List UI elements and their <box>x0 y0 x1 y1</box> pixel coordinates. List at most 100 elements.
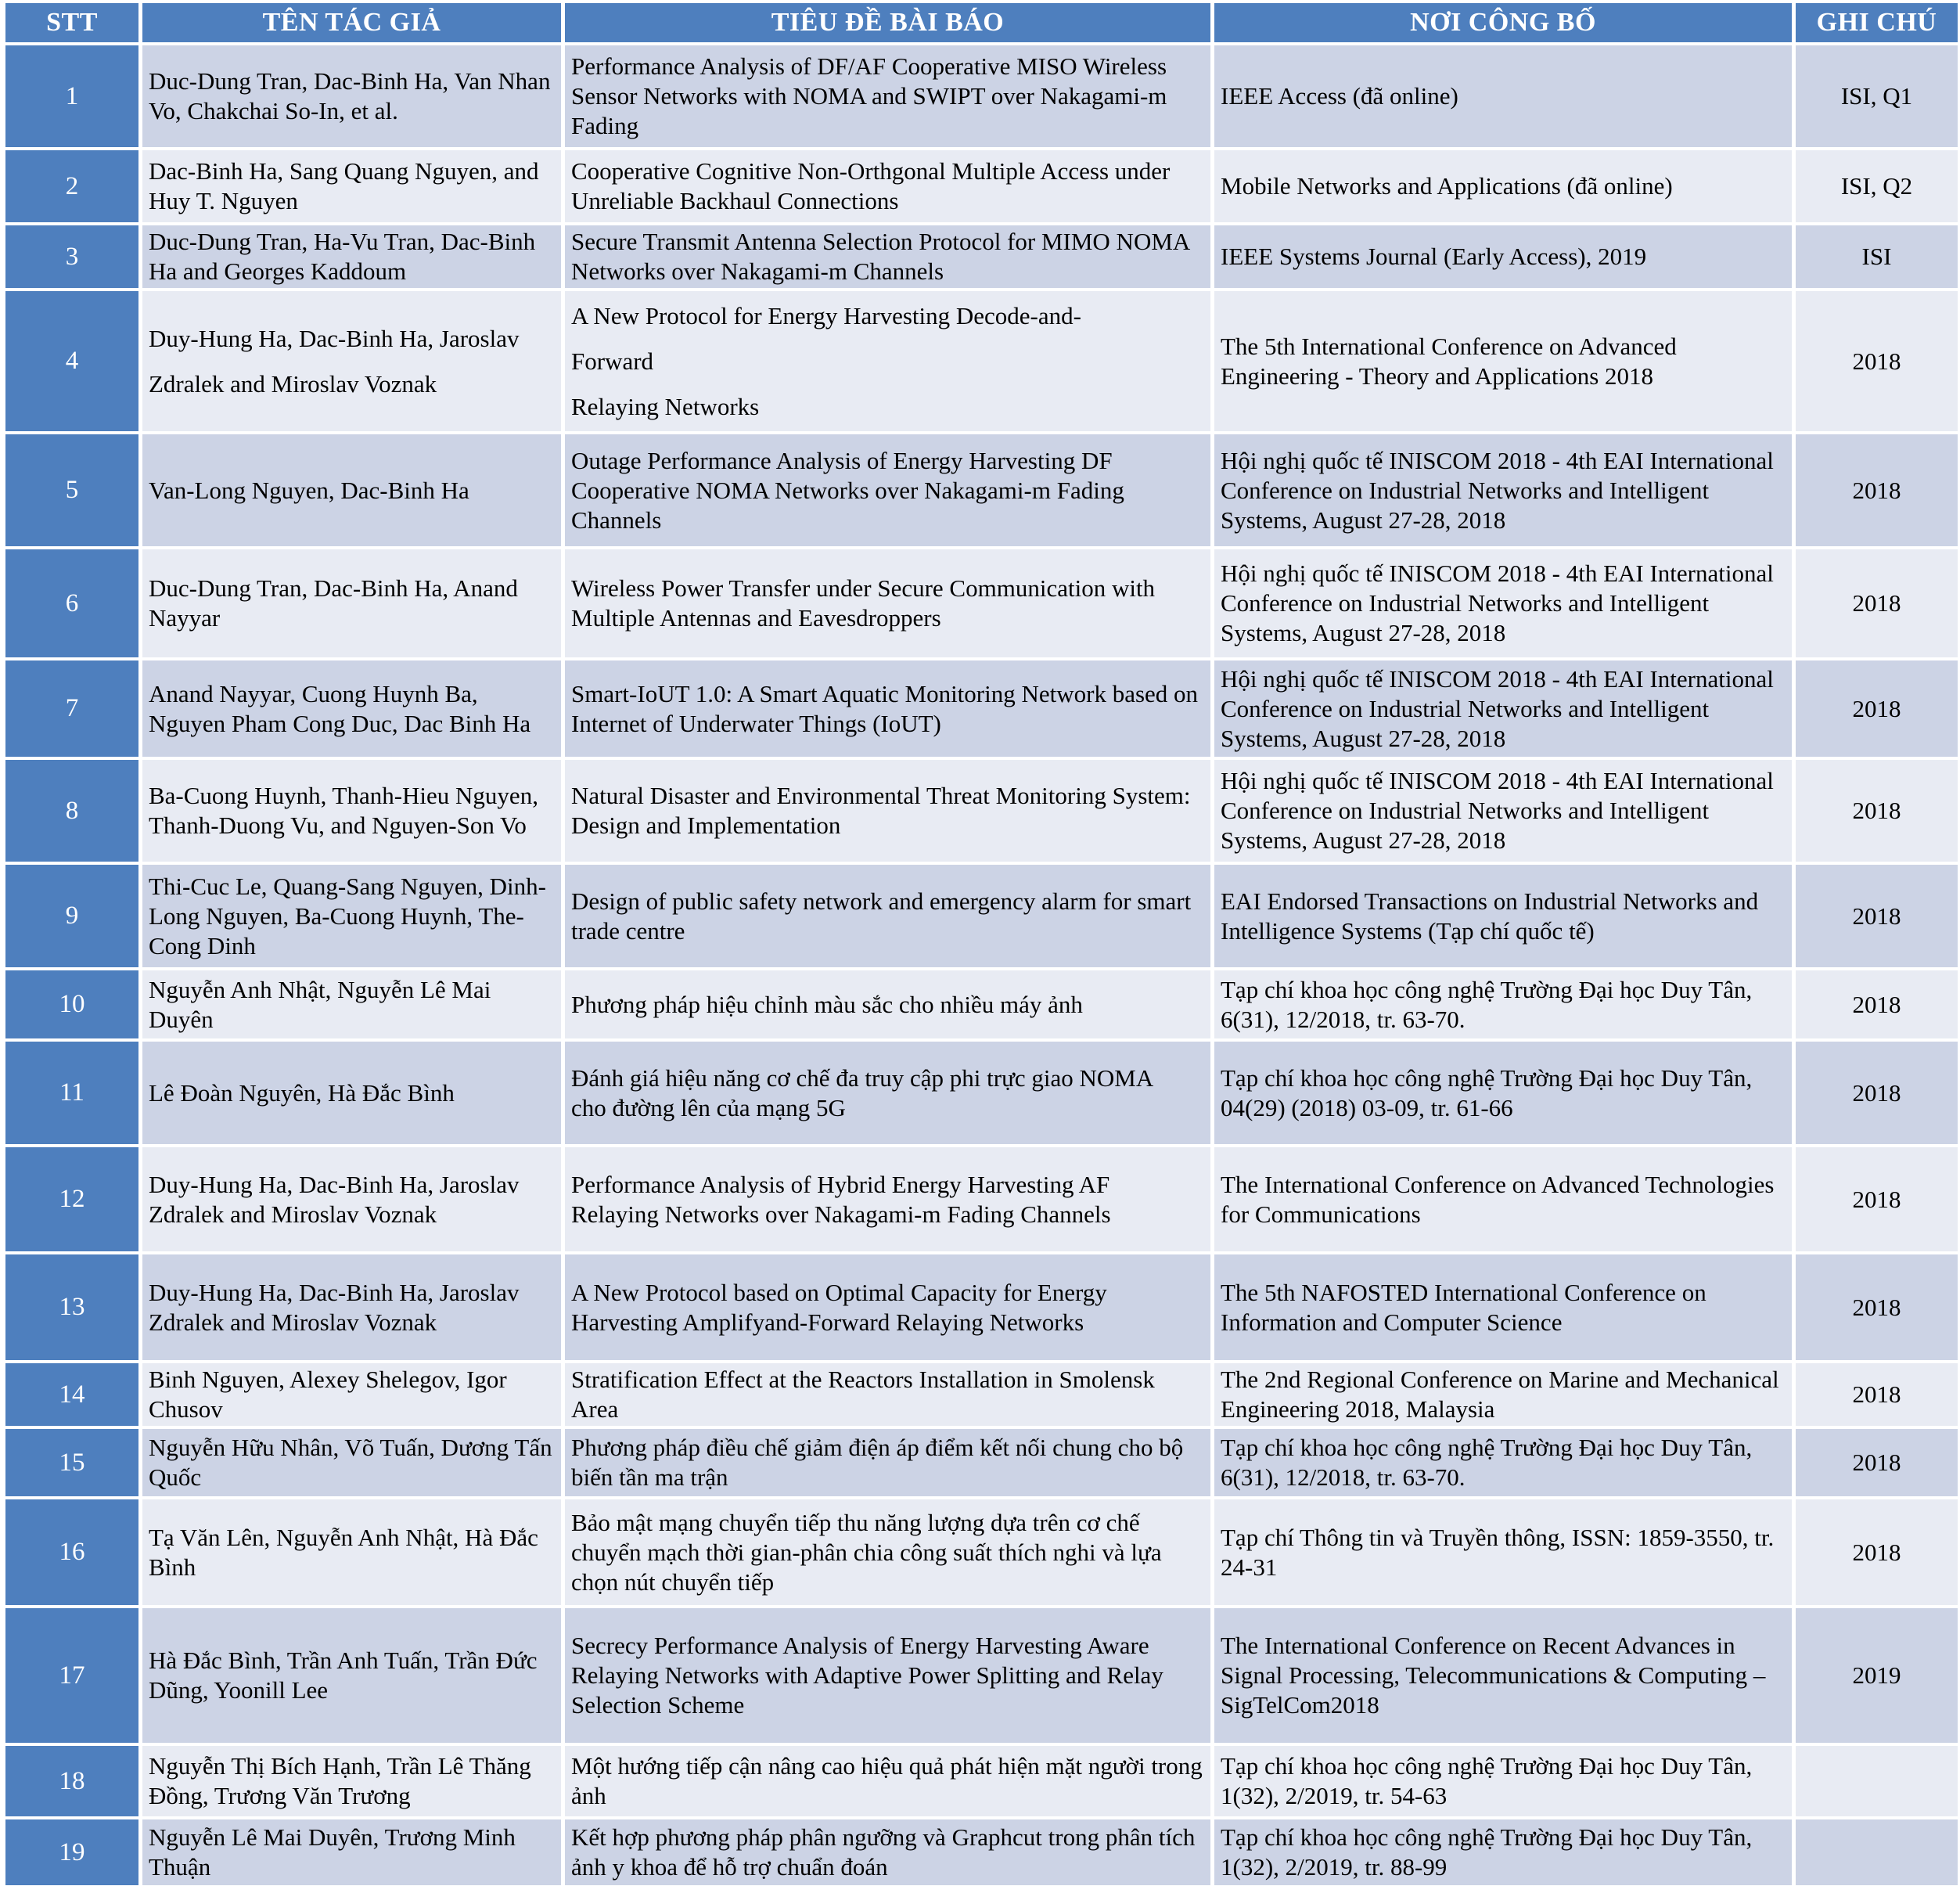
authors-cell: Dac-Binh Ha, Sang Quang Nguyen, and Huy … <box>142 150 561 222</box>
venue-cell: Tạp chí khoa học công nghệ Trường Đại họ… <box>1214 1746 1792 1816</box>
stt-cell: 11 <box>5 1042 138 1144</box>
stt-cell: 15 <box>5 1429 138 1496</box>
stt-cell: 9 <box>5 865 138 967</box>
title-cell: Secure Transmit Antenna Selection Protoc… <box>565 225 1210 288</box>
venue-cell: Hội nghị quốc tế INISCOM 2018 - 4th EAI … <box>1214 760 1792 862</box>
title-cell: Một hướng tiếp cận nâng cao hiệu quả phá… <box>565 1746 1210 1816</box>
authors-cell: Nguyễn Hữu Nhân, Võ Tuấn, Dương Tấn Quốc <box>142 1429 561 1496</box>
venue-cell: The International Conference on Recent A… <box>1214 1608 1792 1743</box>
title-cell: Performance Analysis of DF/AF Cooperativ… <box>565 45 1210 147</box>
note-cell: 2019 <box>1796 1608 1958 1743</box>
title-cell: Stratification Effect at the Reactors In… <box>565 1363 1210 1426</box>
table-row: 3 Duc-Dung Tran, Ha-Vu Tran, Dac-Binh Ha … <box>5 225 1958 288</box>
note-cell: 2018 <box>1796 660 1958 757</box>
stt-cell: 14 <box>5 1363 138 1426</box>
authors-cell: Nguyễn Lê Mai Duyên, Trương Minh Thuận <box>142 1819 561 1885</box>
title-cell: Secrecy Performance Analysis of Energy H… <box>565 1608 1210 1743</box>
note-cell: ISI, Q2 <box>1796 150 1958 222</box>
stt-cell: 10 <box>5 970 138 1038</box>
title-cell: Đánh giá hiệu năng cơ chế đa truy cập ph… <box>565 1042 1210 1144</box>
authors-cell: Duy-Hung Ha, Dac-Binh Ha, Jaroslav Zdral… <box>142 1147 561 1251</box>
stt-cell: 4 <box>5 291 138 431</box>
authors-cell: Nguyễn Anh Nhật, Nguyễn Lê Mai Duyên <box>142 970 561 1038</box>
title-cell: Bảo mật mạng chuyển tiếp thu năng lượng … <box>565 1499 1210 1605</box>
venue-cell: Tạp chí khoa học công nghệ Trường Đại họ… <box>1214 970 1792 1038</box>
note-cell: 2018 <box>1796 434 1958 546</box>
venue-cell: Hội nghị quốc tế INISCOM 2018 - 4th EAI … <box>1214 434 1792 546</box>
stt-cell: 6 <box>5 549 138 657</box>
note-cell: 2018 <box>1796 865 1958 967</box>
venue-cell: Hội nghị quốc tế INISCOM 2018 - 4th EAI … <box>1214 660 1792 757</box>
note-cell: 2018 <box>1796 1042 1958 1144</box>
authors-cell: Tạ Văn Lên, Nguyễn Anh Nhật, Hà Đắc Bình <box>142 1499 561 1605</box>
stt-cell: 1 <box>5 45 138 147</box>
note-cell: 2018 <box>1796 1363 1958 1426</box>
table-row: 6 Duc-Dung Tran, Dac-Binh Ha, Anand Nayya… <box>5 549 1958 657</box>
authors-cell: Duc-Dung Tran, Ha-Vu Tran, Dac-Binh Ha a… <box>142 225 561 288</box>
venue-cell: Tạp chí khoa học công nghệ Trường Đại họ… <box>1214 1429 1792 1496</box>
table-row: 4 Duy-Hung Ha, Dac-Binh Ha, Jaroslav Zdra… <box>5 291 1958 431</box>
authors-cell: Lê Đoàn Nguyên, Hà Đắc Bình <box>142 1042 561 1144</box>
table-row: 17 Hà Đắc Bình, Trần Anh Tuấn, Trần Đức D… <box>5 1608 1958 1743</box>
authors-cell: Nguyễn Thị Bích Hạnh, Trần Lê Thăng Đồng… <box>142 1746 561 1816</box>
venue-cell: The 2nd Regional Conference on Marine an… <box>1214 1363 1792 1426</box>
table-row: 7 Anand Nayyar, Cuong Huynh Ba, Nguyen Ph… <box>5 660 1958 757</box>
venue-cell: IEEE Systems Journal (Early Access), 201… <box>1214 225 1792 288</box>
table-row: 12 Duy-Hung Ha, Dac-Binh Ha, Jaroslav Zdr… <box>5 1147 1958 1251</box>
venue-cell: The International Conference on Advanced… <box>1214 1147 1792 1251</box>
title-cell: Design of public safety network and emer… <box>565 865 1210 967</box>
table-row: 13 Duy-Hung Ha, Dac-Binh Ha, Jaroslav Zdr… <box>5 1254 1958 1360</box>
table-body: 1 Duc-Dung Tran, Dac-Binh Ha, Van Nhan Vo… <box>5 45 1958 1885</box>
column-header-note: GHI CHÚ <box>1796 3 1958 42</box>
table-row: 14 Binh Nguyen, Alexey Shelegov, Igor Chu… <box>5 1363 1958 1426</box>
venue-cell: Mobile Networks and Applications (đã onl… <box>1214 150 1792 222</box>
note-cell <box>1796 1746 1958 1816</box>
title-cell: Natural Disaster and Environmental Threa… <box>565 760 1210 862</box>
note-cell: 2018 <box>1796 291 1958 431</box>
authors-cell: Thi-Cuc Le, Quang-Sang Nguyen, Dinh-Long… <box>142 865 561 967</box>
authors-cell: Duc-Dung Tran, Dac-Binh Ha, Anand Nayyar <box>142 549 561 657</box>
table-row: 5 Van-Long Nguyen, Dac-Binh Ha Outage Perf… <box>5 434 1958 546</box>
title-cell: Phương pháp điều chế giảm điện áp điểm k… <box>565 1429 1210 1496</box>
note-cell: 2018 <box>1796 1147 1958 1251</box>
venue-cell: EAI Endorsed Transactions on Industrial … <box>1214 865 1792 967</box>
authors-cell: Binh Nguyen, Alexey Shelegov, Igor Chuso… <box>142 1363 561 1426</box>
note-cell: 2018 <box>1796 549 1958 657</box>
note-cell: 2018 <box>1796 970 1958 1038</box>
stt-cell: 2 <box>5 150 138 222</box>
column-header-stt: STT <box>5 3 138 42</box>
venue-cell: Tạp chí khoa học công nghệ Trường Đại họ… <box>1214 1819 1792 1885</box>
stt-cell: 17 <box>5 1608 138 1743</box>
table-row: 11 Lê Đoàn Nguyên, Hà Đắc Bình Đánh giá hi… <box>5 1042 1958 1144</box>
authors-cell: Anand Nayyar, Cuong Huynh Ba, Nguyen Pha… <box>142 660 561 757</box>
stt-cell: 3 <box>5 225 138 288</box>
stt-cell: 7 <box>5 660 138 757</box>
authors-cell: Duy-Hung Ha, Dac-Binh Ha, Jaroslav Zdral… <box>142 1254 561 1360</box>
title-cell: A New Protocol based on Optimal Capacity… <box>565 1254 1210 1360</box>
venue-cell: Tạp chí Thông tin và Truyền thông, ISSN:… <box>1214 1499 1792 1605</box>
authors-cell: Ba-Cuong Huynh, Thanh-Hieu Nguyen, Thanh… <box>142 760 561 862</box>
note-cell: ISI, Q1 <box>1796 45 1958 147</box>
table-row: 15 Nguyễn Hữu Nhân, Võ Tuấn, Dương Tấn Qu… <box>5 1429 1958 1496</box>
table-row: 1 Duc-Dung Tran, Dac-Binh Ha, Van Nhan Vo… <box>5 45 1958 147</box>
stt-cell: 12 <box>5 1147 138 1251</box>
title-cell: Kết hợp phương pháp phân ngưỡng và Graph… <box>565 1819 1210 1885</box>
title-cell: Performance Analysis of Hybrid Energy Ha… <box>565 1147 1210 1251</box>
title-cell: A New Protocol for Energy Harvesting Dec… <box>565 291 1210 431</box>
stt-cell: 19 <box>5 1819 138 1885</box>
table-row: 10 Nguyễn Anh Nhật, Nguyễn Lê Mai Duyên Ph… <box>5 970 1958 1038</box>
header-row: STT TÊN TÁC GIẢ TIÊU ĐỀ BÀI BÁO NƠI CÔNG… <box>5 3 1958 42</box>
column-header-venue: NƠI CÔNG BỐ <box>1214 3 1792 42</box>
title-cell: Smart-IoUT 1.0: A Smart Aquatic Monitori… <box>565 660 1210 757</box>
note-cell: 2018 <box>1796 1499 1958 1605</box>
table-row: 18 Nguyễn Thị Bích Hạnh, Trần Lê Thăng Đồ… <box>5 1746 1958 1816</box>
venue-cell: IEEE Access (đã online) <box>1214 45 1792 147</box>
venue-cell: Tạp chí khoa học công nghệ Trường Đại họ… <box>1214 1042 1792 1144</box>
note-cell: 2018 <box>1796 1254 1958 1360</box>
table-row: 19 Nguyễn Lê Mai Duyên, Trương Minh Thuận… <box>5 1819 1958 1885</box>
table-row: 9 Thi-Cuc Le, Quang-Sang Nguyen, Dinh-Lon… <box>5 865 1958 967</box>
title-cell: Cooperative Cognitive Non-Orthgonal Mult… <box>565 150 1210 222</box>
stt-cell: 16 <box>5 1499 138 1605</box>
